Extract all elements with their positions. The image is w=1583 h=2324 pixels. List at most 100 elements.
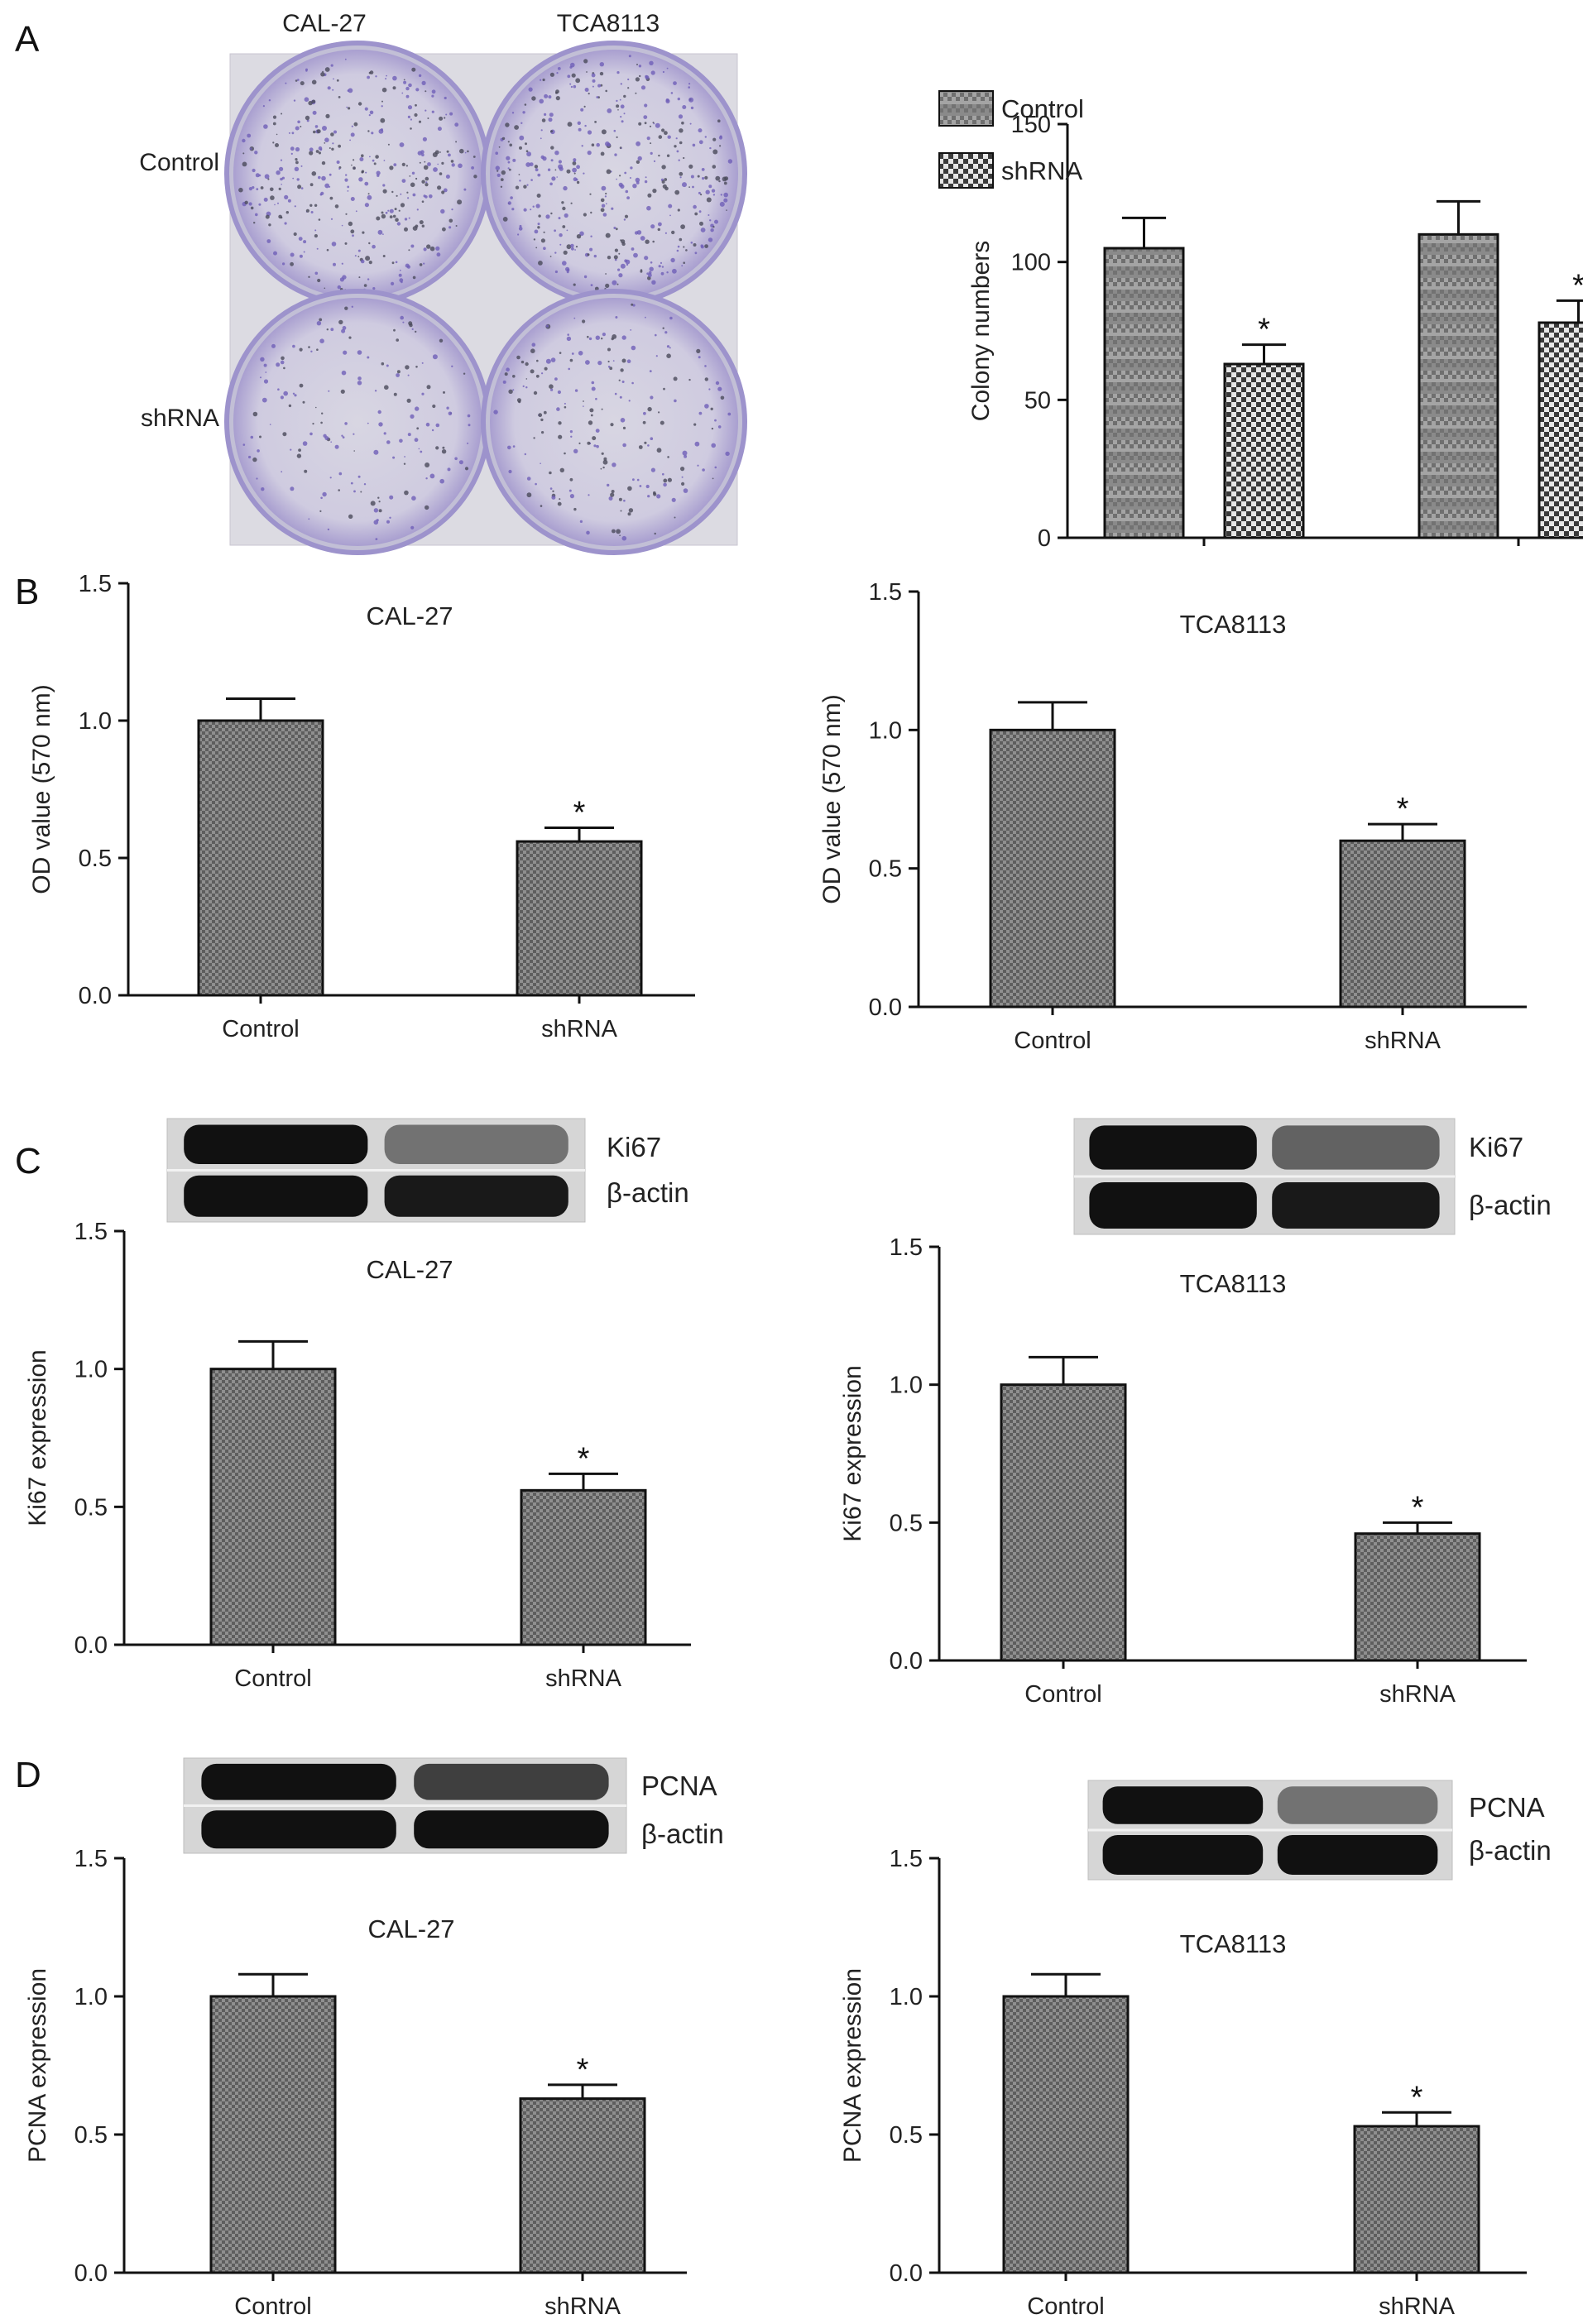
y-axis-label: PCNA expression [839,1968,866,2163]
y-axis-label: Ki67 expression [839,1365,866,1541]
y-tick-label: 0.5 [890,2122,923,2149]
y-axis-label: Colony numbers [967,241,995,421]
band-beta-actin [384,1175,568,1217]
x-tick-label: Control [234,1665,312,1692]
y-tick-label: 0.0 [74,1632,108,1659]
band-target [1102,1786,1264,1824]
y-tick-label: 1.5 [74,1846,108,1872]
bar-control [209,1368,337,1646]
y-tick-label: 0.5 [74,2122,108,2149]
bar-shrna [516,840,643,997]
y-tick-label: 0.0 [79,983,112,1009]
bar-control [197,719,324,997]
bar-shrna [520,1488,647,1646]
plate-tca8113-control [481,41,747,307]
blot-label-pcna-tca8113: PCNA [1469,1792,1545,1823]
bar-shrna [1353,2125,1480,2274]
panel-letter-b: B [15,572,39,612]
chart-pcna-cal27: 0.0 0.5 1.0 1.5 PCNA expression Control * shRNA… [24,1846,687,2320]
significance-star: * [1411,2080,1423,2115]
band-beta-actin [1089,1182,1257,1229]
chart-title: TCA8113 [1180,1269,1287,1298]
y-tick-label: 0.5 [890,1510,923,1536]
significance-star: * [1397,792,1409,827]
western-blot-pcna-tca8113 [1087,1780,1453,1881]
bar-control [1103,247,1185,539]
band-target [1089,1125,1257,1170]
y-axis-label: OD value (570 nm) [818,694,846,903]
y-tick-label: 1.0 [890,1373,923,1399]
chart-od-tca8113: 0.0 0.5 1.0 1.5 OD value (570 nm) Control * shR… [818,579,1527,1054]
bar-control [1418,232,1499,539]
plate-cal27-control [224,41,491,307]
significance-star: * [577,2053,589,2087]
photo-row-label-control: Control [139,149,219,176]
chart-title: TCA8113 [1180,610,1287,639]
significance-star: * [573,795,586,830]
y-tick-label: 1.5 [869,579,902,606]
y-axis-label: OD value (570 nm) [28,684,55,894]
western-blot-ki67-tca8113 [1073,1118,1456,1235]
y-tick-label: 1.0 [79,708,112,735]
y-tick-label: 100 [1011,250,1051,276]
y-tick-label: 0.0 [890,1648,923,1675]
x-tick-label: shRNA [1379,1681,1456,1708]
bar-control [1000,1383,1127,1662]
y-tick-label: 1.5 [890,1846,923,1872]
y-tick-label: 0.0 [74,2260,108,2287]
band-target [1272,1125,1440,1170]
y-axis-label: PCNA expression [24,1968,51,2163]
significance-star: * [578,1441,590,1476]
y-tick-label: 0.5 [869,856,902,883]
x-tick-label: Control [1024,1681,1102,1708]
y-tick-label: 0.5 [74,1494,108,1521]
y-tick-label: 0.5 [79,846,112,872]
bar-shrna [1354,1532,1481,1662]
blot-label-ki67-cal27: Ki67 [607,1132,661,1162]
y-axis-label: Ki67 expression [24,1349,51,1526]
bar-shrna [1339,839,1466,1009]
bar-control [209,1995,337,2274]
x-tick-label: shRNA [541,1016,618,1042]
y-tick-label: 1.0 [869,717,902,744]
band-beta-actin [1102,1835,1264,1875]
chart-ki67-cal27: 0.0 0.5 1.0 1.5 Ki67 expression Control * shRNA… [24,1219,691,1692]
blot-label-actin-tca8113-pcna: β-actin [1469,1835,1552,1866]
significance-star: * [1572,268,1583,303]
panel-letter-d: D [15,1755,41,1795]
chart-title: CAL-27 [366,1255,453,1284]
chart-pcna-tca8113: 0.0 0.5 1.0 1.5 PCNA expression Control * shRNA… [839,1846,1527,2320]
band-beta-actin [184,1175,368,1217]
bar-shrna [519,2097,646,2274]
x-tick-label: Control [1027,2293,1105,2320]
chart-title: CAL-27 [366,601,453,630]
x-tick-label: Control [222,1016,300,1042]
x-tick-label: Control [1014,1028,1091,1054]
colony-plate-photo [224,41,747,555]
blot-label-actin-tca8113-ki67: β-actin [1469,1190,1552,1220]
plate-cal27-shrna [224,289,491,555]
y-tick-label: 0 [1038,525,1051,552]
y-tick-label: 0.0 [890,2260,923,2287]
blot-label-ki67-tca8113: Ki67 [1469,1132,1523,1162]
y-tick-label: 0.0 [869,994,902,1021]
band-beta-actin [414,1810,609,1849]
band-target [201,1763,396,1800]
chart-ki67-tca8113: 0.0 0.5 1.0 1.5 Ki67 expression Control * shRNA… [839,1234,1527,1708]
y-tick-label: 1.0 [74,1357,108,1383]
photo-row-label-shrna: shRNA [141,405,219,432]
legend-swatch [938,152,994,189]
x-tick-label: shRNA [1379,2293,1456,2320]
y-tick-label: 50 [1024,387,1051,414]
x-tick-label: shRNA [545,1665,622,1692]
photo-col-label-tca8113: TCA8113 [557,10,660,37]
chart-title: CAL-27 [367,1914,454,1943]
y-tick-label: 1.5 [890,1234,923,1261]
bar-shrna [1223,362,1305,539]
western-blot-pcna-cal27 [183,1757,627,1854]
bar-control [989,728,1116,1009]
x-tick-label: shRNA [1365,1028,1441,1054]
bar-control [1002,1995,1130,2274]
legend-swatch [938,90,994,127]
